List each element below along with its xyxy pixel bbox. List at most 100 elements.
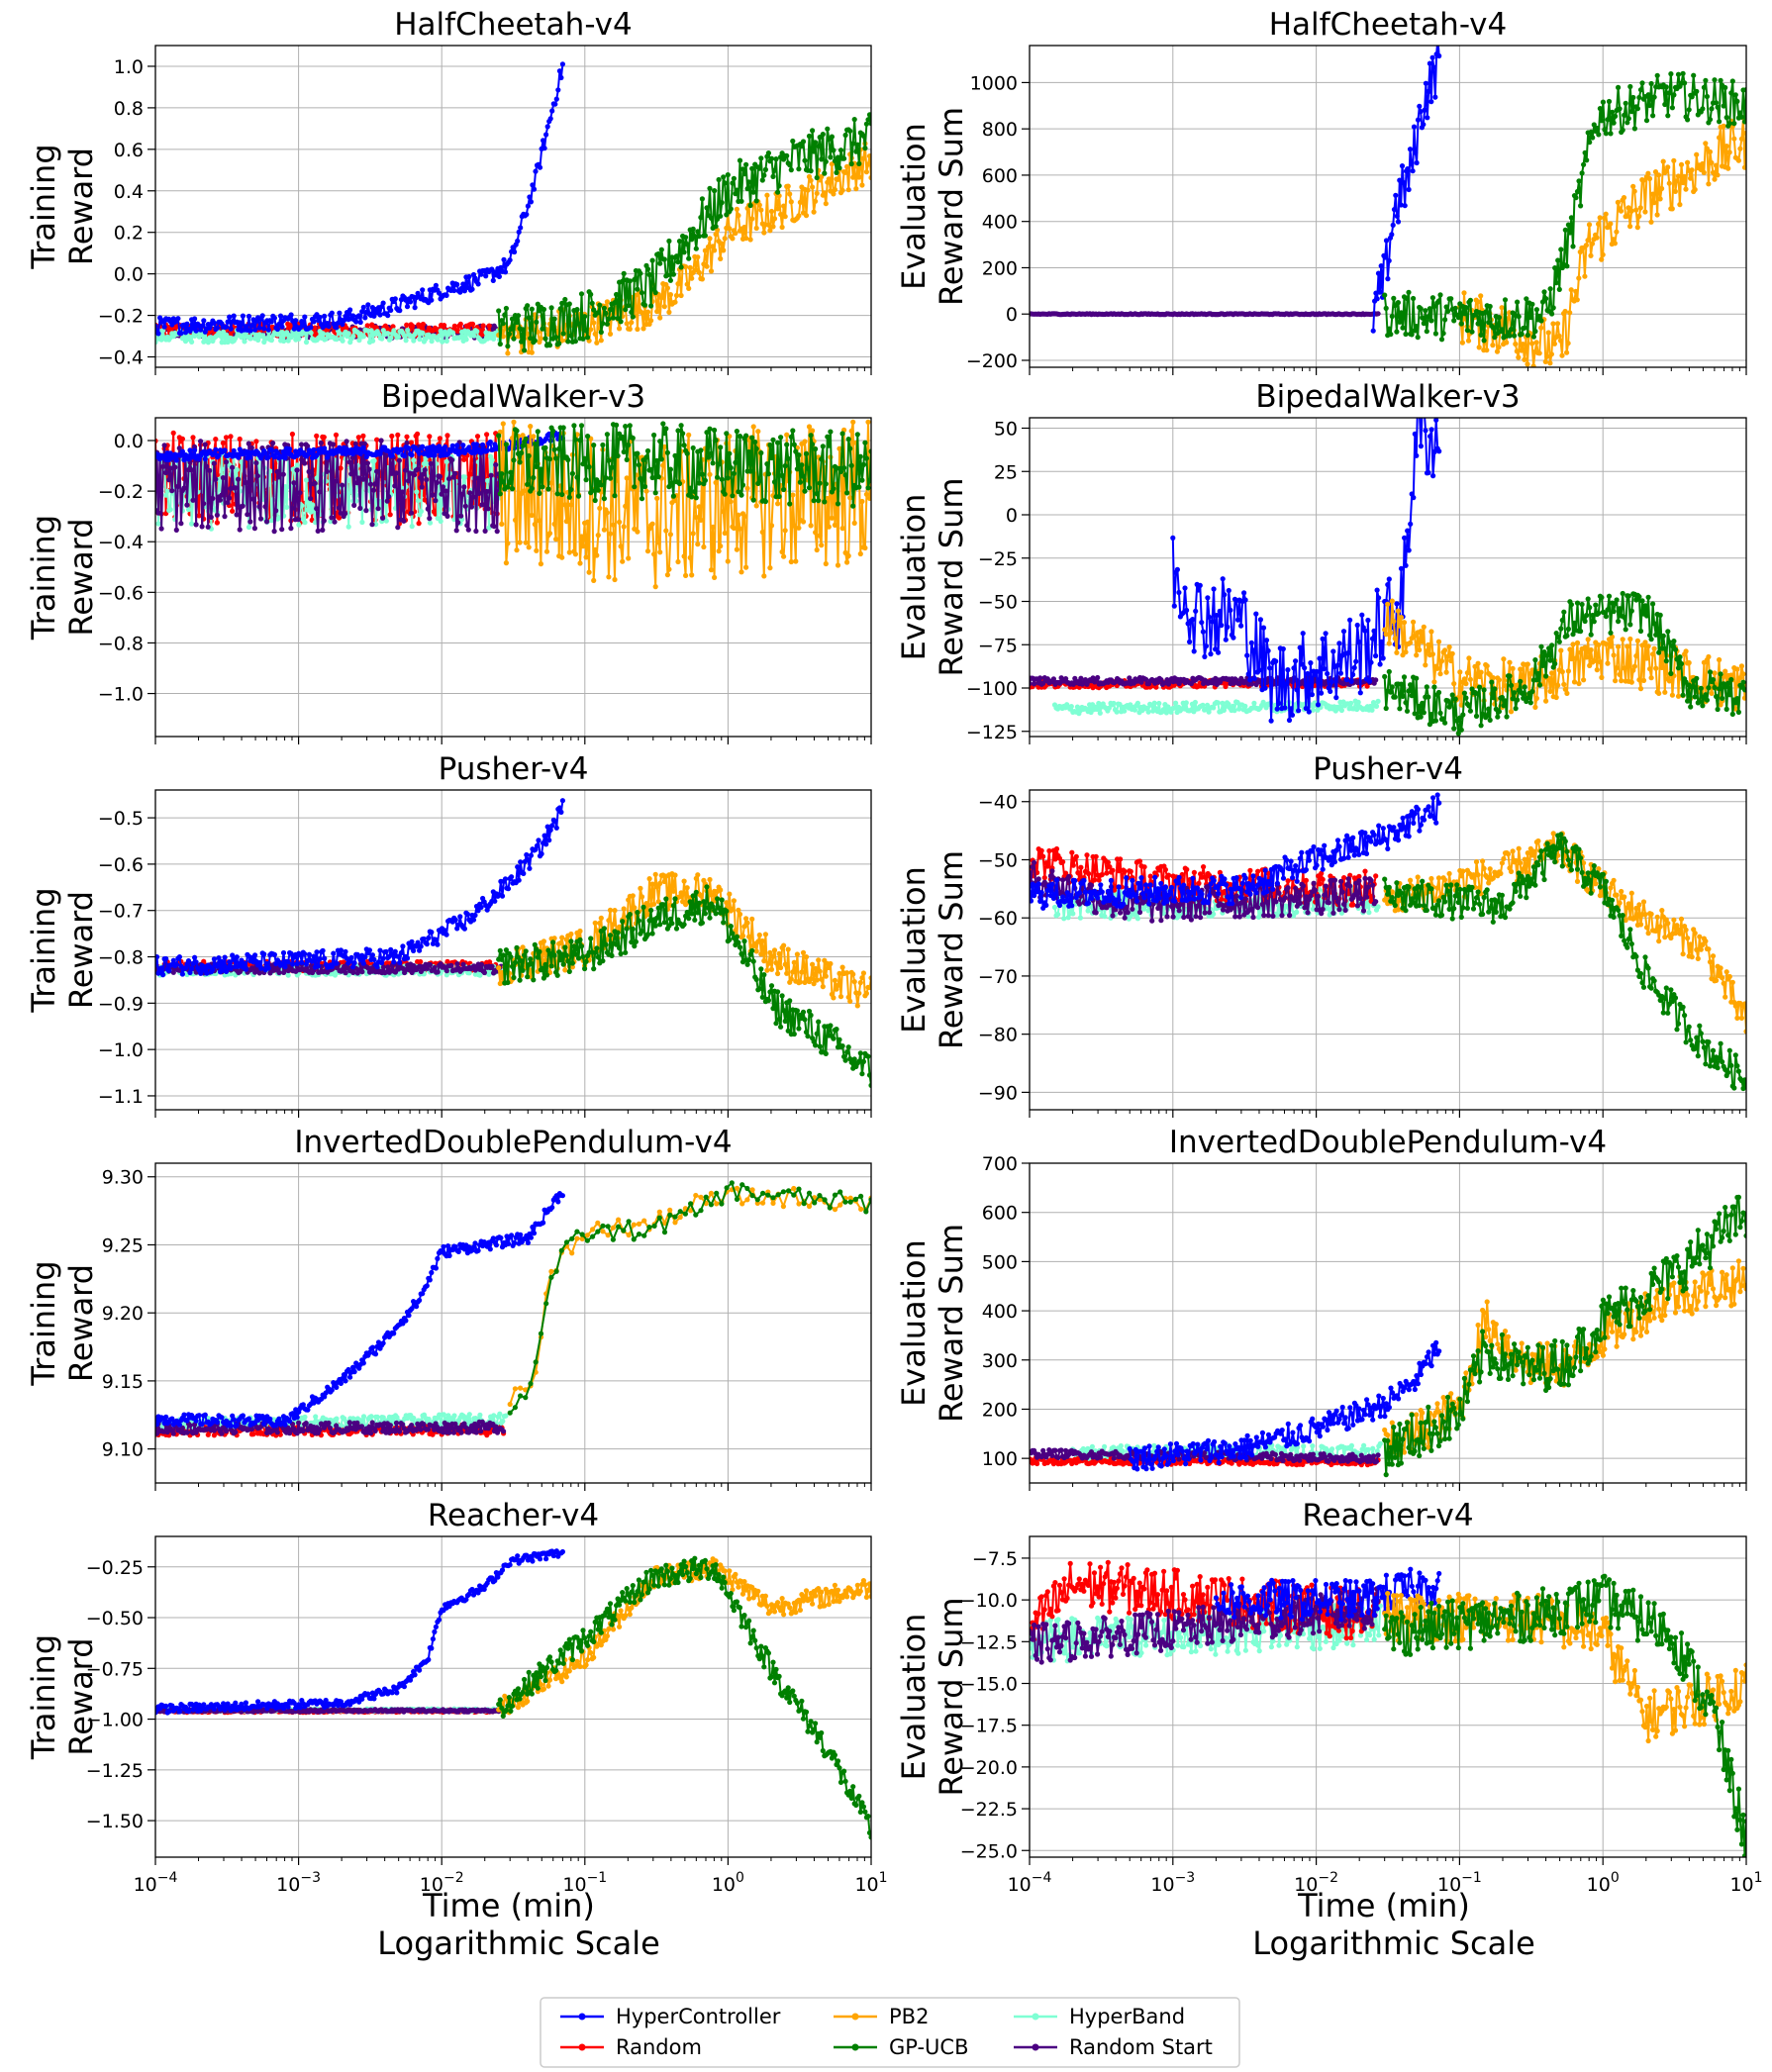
- data-point: [1322, 666, 1328, 672]
- data-point: [1309, 692, 1315, 698]
- data-point: [252, 327, 258, 333]
- data-point: [1662, 101, 1668, 108]
- data-point: [1424, 648, 1429, 654]
- data-point: [1649, 191, 1656, 197]
- data-point: [412, 305, 418, 311]
- data-point: [597, 505, 603, 511]
- data-point: [624, 475, 630, 481]
- data-point: [1587, 140, 1593, 146]
- data-point: [435, 337, 441, 343]
- data-point: [734, 546, 740, 552]
- y-tick-label: 0.4: [114, 181, 144, 203]
- data-point: [505, 344, 511, 349]
- data-point: [364, 460, 370, 466]
- data-point: [1050, 676, 1056, 682]
- data-point: [288, 312, 294, 318]
- series-hypercontroller: [155, 61, 566, 337]
- data-point: [189, 521, 195, 527]
- data-point: [592, 546, 598, 552]
- data-point: [553, 335, 559, 341]
- data-point: [649, 257, 655, 263]
- data-point: [1274, 706, 1280, 712]
- data-point: [1427, 306, 1432, 312]
- data-point: [523, 540, 529, 545]
- data-point: [1411, 495, 1417, 501]
- data-point: [603, 475, 609, 481]
- data-point: [255, 337, 261, 344]
- data-point: [1111, 700, 1117, 707]
- data-point: [1256, 667, 1262, 673]
- data-point: [1475, 321, 1481, 327]
- data-point: [1539, 299, 1546, 305]
- data-point: [357, 450, 363, 456]
- data-point: [224, 324, 230, 330]
- data-point: [580, 336, 586, 342]
- data-point: [383, 453, 389, 459]
- data-point: [568, 486, 574, 493]
- data-point: [1294, 687, 1300, 693]
- data-point: [390, 324, 396, 330]
- data-point: [1325, 670, 1330, 677]
- data-point: [1375, 270, 1382, 276]
- data-point: [716, 176, 722, 183]
- data-point: [657, 260, 663, 266]
- data-point: [427, 434, 433, 440]
- data-point: [1329, 679, 1334, 685]
- data-point: [1725, 165, 1731, 171]
- data-point: [762, 498, 769, 505]
- data-point: [1555, 682, 1561, 688]
- data-point: [621, 524, 627, 530]
- data-point: [1418, 109, 1424, 115]
- data-point: [788, 434, 794, 440]
- data-point: [555, 87, 561, 93]
- data-point: [487, 439, 493, 445]
- data-point: [176, 445, 182, 451]
- data-point: [350, 313, 356, 319]
- data-point: [1165, 704, 1171, 710]
- data-point: [1502, 297, 1509, 303]
- data-point: [1568, 655, 1574, 662]
- data-point: [1320, 636, 1326, 642]
- data-point: [552, 101, 558, 107]
- data-point: [1630, 94, 1636, 101]
- data-point: [308, 325, 314, 331]
- data-point: [1445, 653, 1451, 659]
- data-point: [1597, 215, 1603, 221]
- data-point: [412, 472, 418, 478]
- data-point: [299, 503, 305, 509]
- data-point: [1547, 360, 1553, 366]
- data-point: [1417, 103, 1423, 109]
- data-point: [741, 513, 747, 520]
- data-point: [673, 253, 680, 259]
- data-point: [689, 572, 695, 578]
- data-point: [408, 510, 415, 516]
- data-point: [430, 492, 436, 498]
- data-point: [484, 477, 491, 484]
- data-point: [1561, 681, 1567, 687]
- data-point: [623, 424, 629, 430]
- data-point: [614, 422, 620, 428]
- data-point: [1357, 690, 1363, 696]
- data-point: [202, 456, 208, 462]
- data-point: [515, 334, 522, 340]
- data-point: [418, 474, 424, 481]
- data-point: [1619, 678, 1624, 684]
- data-point: [1499, 327, 1505, 333]
- data-point: [259, 313, 265, 319]
- data-point: [1386, 326, 1392, 332]
- data-point: [749, 435, 755, 441]
- data-point: [196, 513, 202, 519]
- data-point: [578, 423, 585, 429]
- data-point: [639, 496, 645, 502]
- data-point: [369, 522, 375, 528]
- data-point: [582, 455, 588, 461]
- data-point: [687, 485, 693, 491]
- data-point: [1492, 335, 1498, 341]
- data-point: [395, 432, 401, 438]
- data-point: [367, 481, 374, 487]
- data-point: [1400, 325, 1406, 331]
- y-tick-label: −0.4: [98, 532, 144, 553]
- data-point: [1338, 707, 1344, 714]
- data-point: [1608, 131, 1614, 137]
- data-point: [1567, 310, 1573, 316]
